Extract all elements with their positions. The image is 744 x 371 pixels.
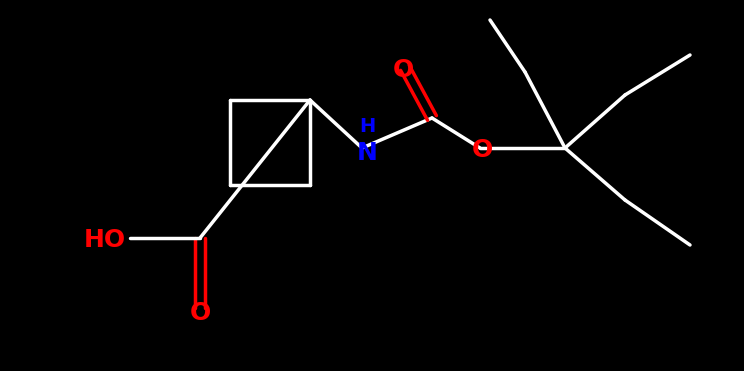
Text: O: O <box>190 301 211 325</box>
Text: O: O <box>472 138 493 162</box>
Text: N: N <box>356 141 377 165</box>
Text: HO: HO <box>84 228 126 252</box>
Text: H: H <box>359 116 375 135</box>
Text: O: O <box>392 58 414 82</box>
